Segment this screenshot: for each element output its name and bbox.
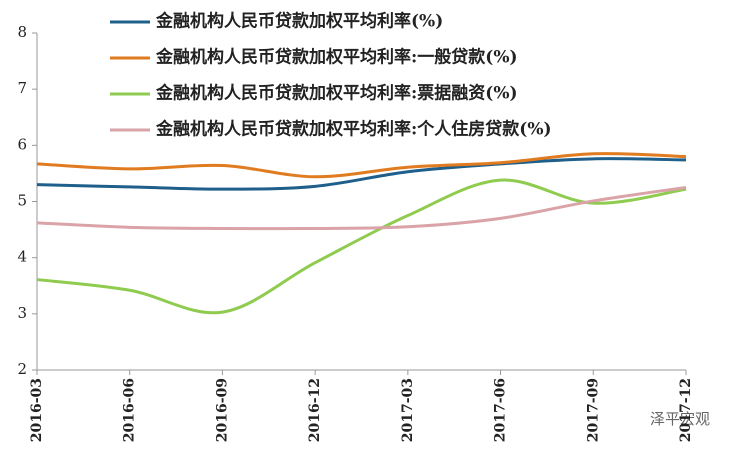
x-tick-label: 2016-03 [29,378,45,442]
x-tick-label: 2017-09 [585,378,601,442]
x-tick-label: 2017-06 [493,378,509,442]
x-tick-label: 2017-03 [400,378,416,442]
y-tick-label: 8 [17,23,27,41]
series-line [36,157,687,191]
y-tick-label: 4 [17,248,27,266]
y-tick-label: 2 [17,360,27,378]
x-tick-label: 2016-09 [214,378,230,442]
series-line [36,152,687,179]
y-tick-label: 3 [17,304,27,322]
y-tick-label: 6 [17,135,27,153]
legend-label: 金融机构人民币贷款加权平均利率:一般贷款(%) [155,47,518,68]
legend-label: 金融机构人民币贷款加权平均利率(%) [155,11,443,32]
x-tick-label: 2016-06 [122,378,138,442]
x-tick-label: 2017-12 [678,378,694,442]
y-tick-label: 5 [17,192,27,210]
watermark: 泽平宏观 [650,410,710,428]
legend-label: 金融机构人民币贷款加权平均利率:票据融资(%) [155,83,518,104]
x-tick-label: 2016-12 [307,378,323,442]
legend-label: 金融机构人民币贷款加权平均利率:个人住房贷款(%) [155,119,552,140]
series-line [36,178,687,315]
series-line [36,185,687,231]
y-tick-label: 7 [17,79,27,97]
